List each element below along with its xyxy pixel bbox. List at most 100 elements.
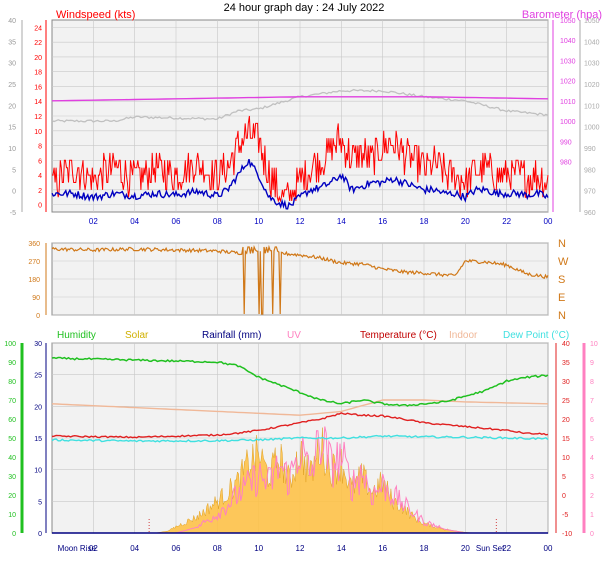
uv-tick-label: 1 [590,512,594,519]
humidity-tick-label: 80 [8,379,16,386]
winddir-compass-label: E [558,292,565,304]
humidity-tick-label: 90 [8,360,16,367]
winddir-compass-label: S [558,274,565,286]
uv-tick-label: 0 [590,531,594,538]
multi-x-tick-label: 16 [378,544,387,553]
barometer-outer-tick-label: 1010 [584,103,600,110]
barometer-outer-tick-label: 1050 [584,18,600,25]
barometer-outer-tick-label: 1040 [584,39,600,46]
uv-tick-label: 5 [590,436,594,443]
multi-x-tick-label: 02 [89,544,98,553]
legend-entry: Humidity [57,330,96,341]
humidity-tick-label: 60 [8,417,16,424]
humidity-tick-label: 70 [8,398,16,405]
temperature-tick-label: -5 [562,512,568,519]
temperature-tick-label: 0 [562,493,566,500]
multi-x-tick-label: 06 [172,544,181,553]
barometer-outer-tick-label: 1020 [584,82,600,89]
legend-entry: Indoor [449,330,478,341]
windspeed-tick-label: 14 [34,99,42,106]
multi-x-tick-label: 20 [461,544,470,553]
legend-entry: Dew Point (°C) [503,330,569,341]
barometer-outer-tick-label: 980 [584,167,596,174]
windspeed-tick-label: 10 [34,129,42,136]
rainfall-tick-label: 0 [38,531,42,538]
multi-x-tick-label: 08 [213,544,222,553]
winddir-compass-label: W [558,256,569,268]
barometer-outer-tick-label: 1030 [584,61,600,68]
multi-x-tick-label: 14 [337,544,346,553]
windspeed-tick-label: 16 [34,84,42,91]
humidity-tick-label: 50 [8,436,16,443]
temperature-line [51,412,549,439]
humidity-tick-label: 20 [8,493,16,500]
windspeed-tick-label: 6 [38,158,42,165]
temperature-tick-label: -10 [562,531,572,538]
winddir-compass-label: N [558,238,566,250]
multi-x-tick-label: 00 [544,544,553,553]
winddir-tick-label: 90 [32,295,40,302]
wind-x-tick-label: 22 [502,217,511,226]
windspeed-tick-label: 18 [34,70,42,77]
windspeed-axis-title: Windspeed (kts) [56,9,135,21]
wind-x-tick-label: 02 [89,217,98,226]
barometer-outer-tick-label: 970 [584,189,596,196]
rainfall-tick-label: 20 [34,404,42,411]
humidity-line [51,356,549,407]
barometer-tick-label: 1040 [560,38,576,45]
wind-outer-tick-label: 0 [12,189,16,196]
wind-outer-tick-label: 20 [8,103,16,110]
barometer-tick-label: 1010 [560,99,576,106]
barometer-tick-label: 1000 [560,119,576,126]
rainfall-tick-label: 15 [34,436,42,443]
temperature-tick-label: 15 [562,436,570,443]
winddir-line [51,244,549,315]
multi-x-tick-label: 18 [420,544,429,553]
indoor-line [51,399,549,416]
uv-tick-label: 6 [590,417,594,424]
wind-outer-tick-label: -5 [10,210,16,217]
wind-x-tick-label: 04 [130,217,139,226]
wind-outer-tick-label: 10 [8,146,16,153]
humidity-tick-label: 30 [8,474,16,481]
temperature-tick-label: 35 [562,360,570,367]
astro-label: Moon Rise [58,544,97,553]
winddir-tick-label: 360 [28,241,40,248]
windspeed-tick-label: 22 [34,40,42,47]
multi-x-tick-label: 22 [502,544,511,553]
rainfall-tick-label: 25 [34,373,42,380]
multi-x-tick-label: 04 [130,544,139,553]
wind-outer-tick-label: 35 [8,39,16,46]
windspeed-gust-line [52,115,549,203]
temperature-tick-label: 20 [562,417,570,424]
wind-x-tick-label: 14 [337,217,346,226]
rainfall-tick-label: 30 [34,341,42,348]
temperature-tick-label: 10 [562,455,570,462]
multi-x-tick-label: 10 [254,544,263,553]
wind-outer-tick-label: 5 [12,167,16,174]
barometer-axis-title: Barometer (hpa) [522,9,602,21]
uv-tick-label: 10 [590,341,598,348]
barometer-outer-tick-label: 960 [584,210,596,217]
dewpoint-line [51,434,549,443]
uv-tick-label: 7 [590,398,594,405]
legend-entry: Solar [125,330,149,341]
barometer-tick-label: 1050 [560,18,576,25]
wind-outer-tick-label: 40 [8,18,16,25]
temperature-tick-label: 40 [562,341,570,348]
uv-tick-label: 3 [590,474,594,481]
astro-label: Sun Set [476,544,505,553]
windspeed-tick-label: 0 [38,203,42,210]
windspeed-tick-label: 24 [34,25,42,32]
multi-x-tick-label: 12 [296,544,305,553]
windspeed-tick-label: 12 [34,114,42,121]
windspeed-tick-label: 8 [38,144,42,151]
windspeed-tick-label: 4 [38,173,42,180]
legend-entry: UV [287,330,301,341]
rainfall-tick-label: 10 [34,468,42,475]
winddir-tick-label: 0 [36,313,40,320]
temperature-tick-label: 25 [562,398,570,405]
winddir-tick-label: 270 [28,259,40,266]
uv-tick-label: 8 [590,379,594,386]
